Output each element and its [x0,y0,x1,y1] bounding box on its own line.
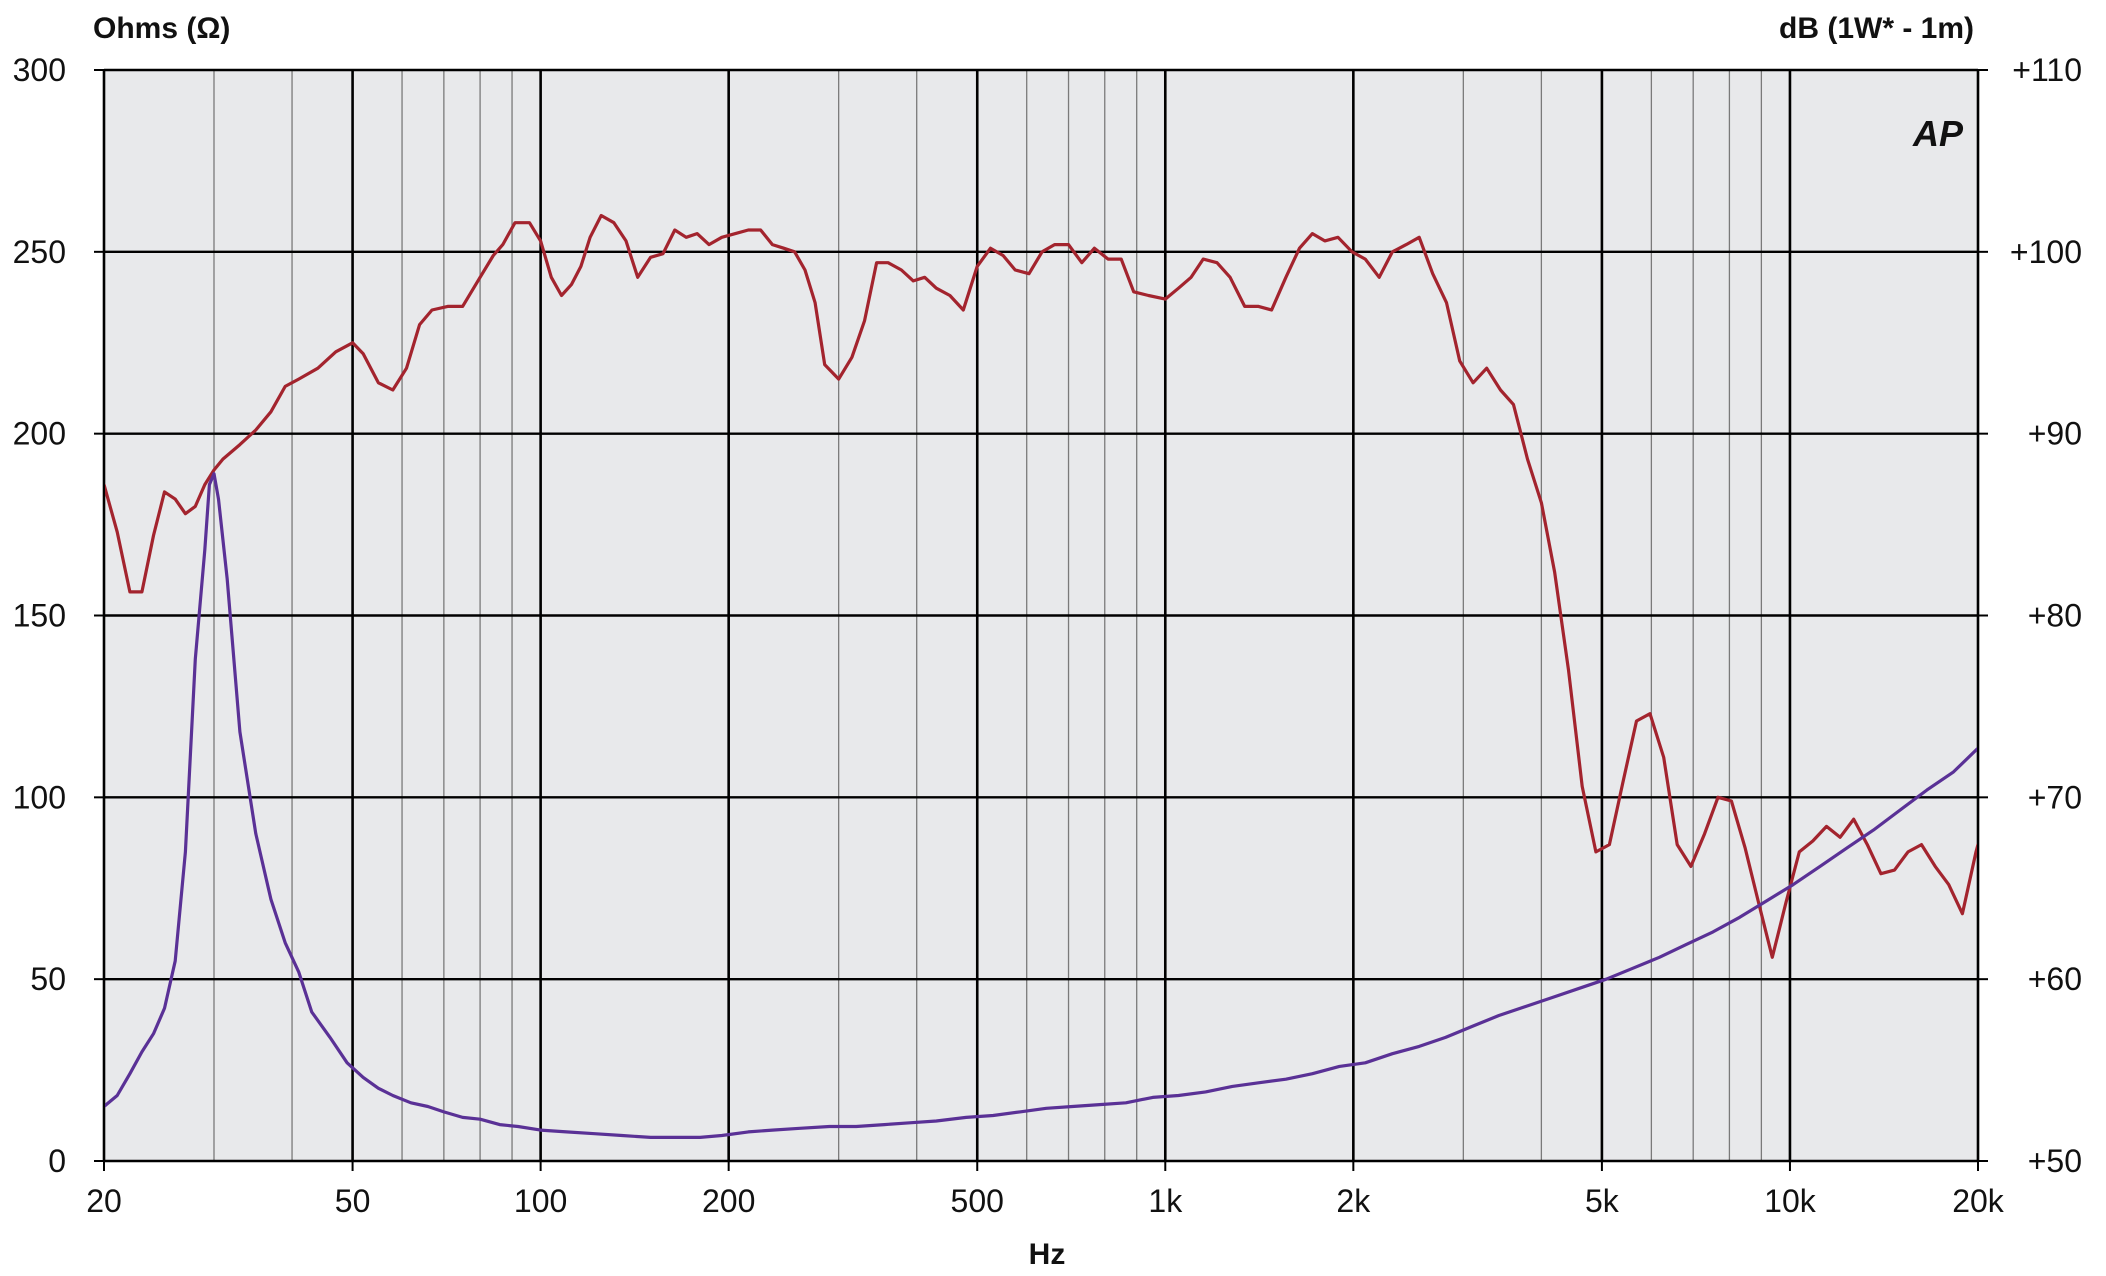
y-right-tick-label: +70 [2028,779,2082,815]
x-tick-label: 1k [1148,1183,1183,1219]
y-right-tick-label: +110 [2012,52,2082,88]
ap-logo: AP [1912,113,1964,154]
x-tick-label: 5k [1585,1183,1620,1219]
tick-labels: 0 50 100 150 200 250 300 +50 +60 +70 +80 +90 +100 +11… [13,52,2082,1219]
impedance-curve [104,472,1978,1139]
x-tick-label: 2k [1336,1183,1371,1219]
y-left-tick-label: 0 [48,1143,66,1179]
y-right-tick-label: +100 [2010,234,2082,270]
series-layer [104,213,1978,1139]
y-right-tick-label: +90 [2028,416,2082,452]
y-left-tick-label: 50 [30,961,66,997]
x-axis-title: Hz [1029,1238,1066,1271]
x-tick-label: 20 [86,1183,122,1219]
y-right-tick-label: +50 [2028,1143,2082,1179]
x-tick-label: 20k [1952,1183,2005,1219]
x-tick-label: 50 [335,1183,371,1219]
y-left-tick-label: 100 [13,779,66,815]
y-right-tick-label: +60 [2028,961,2082,997]
x-tick-label: 10k [1764,1183,1817,1219]
x-tick-label: 100 [514,1183,567,1219]
x-tick-label: 200 [702,1183,755,1219]
y-left-tick-label: 300 [13,52,66,88]
y-left-tick-label: 150 [13,598,66,634]
right-axis-title: dB (1W* - 1m) [1779,12,1974,45]
y-left-tick-label: 200 [13,416,66,452]
spl-curve [104,213,1978,959]
y-right-tick-label: +80 [2028,598,2082,634]
left-axis-title: Ohms (Ω) [93,12,230,45]
y-left-tick-label: 250 [13,234,66,270]
x-tick-label: 500 [951,1183,1004,1219]
